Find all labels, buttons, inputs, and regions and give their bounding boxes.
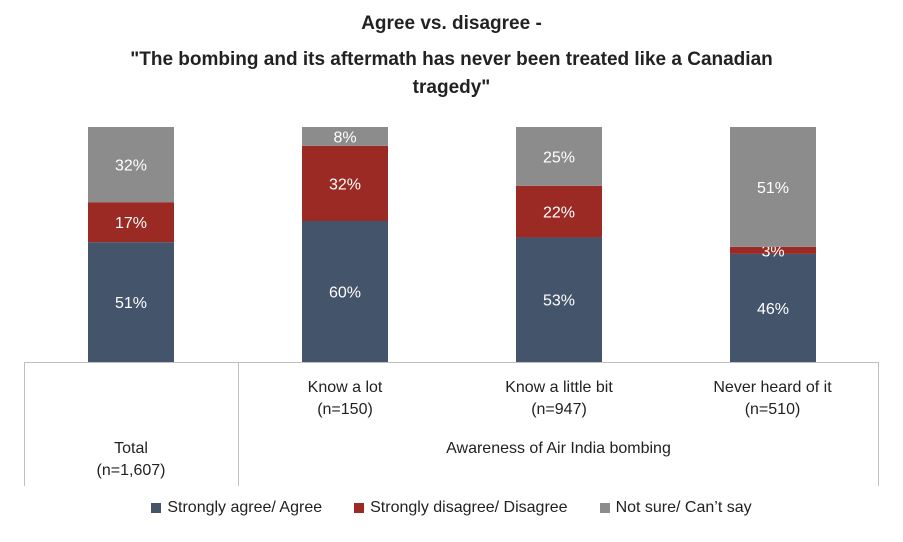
data-label-2-1: 8%	[333, 129, 356, 146]
category-name: Total	[114, 440, 148, 457]
data-label-2-2: 25%	[543, 149, 575, 166]
legend-item-agree: Strongly agree/ Agree	[151, 499, 322, 517]
chart-subtitle-line-2: tragedy"	[412, 77, 491, 98]
legend-label: Not sure/ Can’t say	[615, 499, 752, 516]
legend-label: Strongly disagree/ Disagree	[370, 499, 568, 516]
category-sample-size: (n=1,607)	[96, 462, 166, 479]
legend-label: Strongly agree/ Agree	[167, 499, 323, 516]
data-label-1-2: 22%	[543, 205, 575, 222]
data-label-1-3: 3%	[761, 243, 784, 260]
bar-segment-2-2	[516, 127, 602, 186]
category-name: Know a little bit	[505, 379, 613, 396]
bar-segment-1-0	[88, 202, 174, 243]
data-label-0-2: 53%	[543, 293, 575, 310]
bar-segment-2-3	[730, 127, 816, 247]
bar-segment-0-1	[302, 221, 388, 362]
data-label-2-0: 32%	[115, 158, 147, 175]
bar-segment-1-2	[516, 185, 602, 238]
legend-item-not-sure: Not sure/ Can’t say	[599, 499, 752, 517]
category-label-know-a-little-bit: Know a little bit (n=947)	[452, 377, 666, 421]
bar-segment-0-0	[88, 242, 174, 362]
category-sample-size: (n=947)	[531, 401, 587, 418]
category-name: Know a lot	[307, 379, 383, 396]
bar-segment-2-1	[302, 127, 388, 146]
legend-swatch	[151, 503, 162, 513]
legend-item-disagree: Strongly disagree/ Disagree	[354, 499, 568, 517]
data-label-1-1: 32%	[329, 176, 361, 193]
chart-subtitle-line-1: "The bombing and its aftermath has never…	[130, 49, 773, 70]
bar-segment-1-3	[730, 246, 816, 254]
category-sample-size: (n=510)	[744, 401, 801, 418]
bar-segment-0-3	[730, 253, 816, 362]
legend: Strongly agree/ Agree Strongly disagree/…	[0, 499, 903, 517]
data-label-0-1: 60%	[329, 285, 361, 302]
data-label-0-0: 51%	[115, 295, 147, 312]
chart-title: Agree vs. disagree -	[361, 13, 542, 34]
bar-segment-1-1	[302, 145, 388, 221]
legend-swatch	[599, 503, 610, 513]
group-label: Awareness of Air India bombing	[446, 440, 671, 457]
category-name: Never heard of it	[713, 379, 832, 396]
data-label-0-3: 46%	[757, 301, 789, 318]
bar-segment-0-2	[516, 237, 602, 362]
category-label-know-a-lot: Know a lot (n=150)	[238, 377, 452, 421]
category-sample-size: (n=150)	[317, 401, 373, 418]
bar-segment-2-0	[88, 127, 174, 203]
legend-swatch	[354, 503, 365, 513]
category-label-never-heard: Never heard of it (n=510)	[666, 377, 879, 421]
data-label-1-0: 17%	[115, 215, 147, 232]
category-label-total: Total (n=1,607)	[24, 438, 238, 482]
data-label-2-3: 51%	[757, 180, 789, 197]
